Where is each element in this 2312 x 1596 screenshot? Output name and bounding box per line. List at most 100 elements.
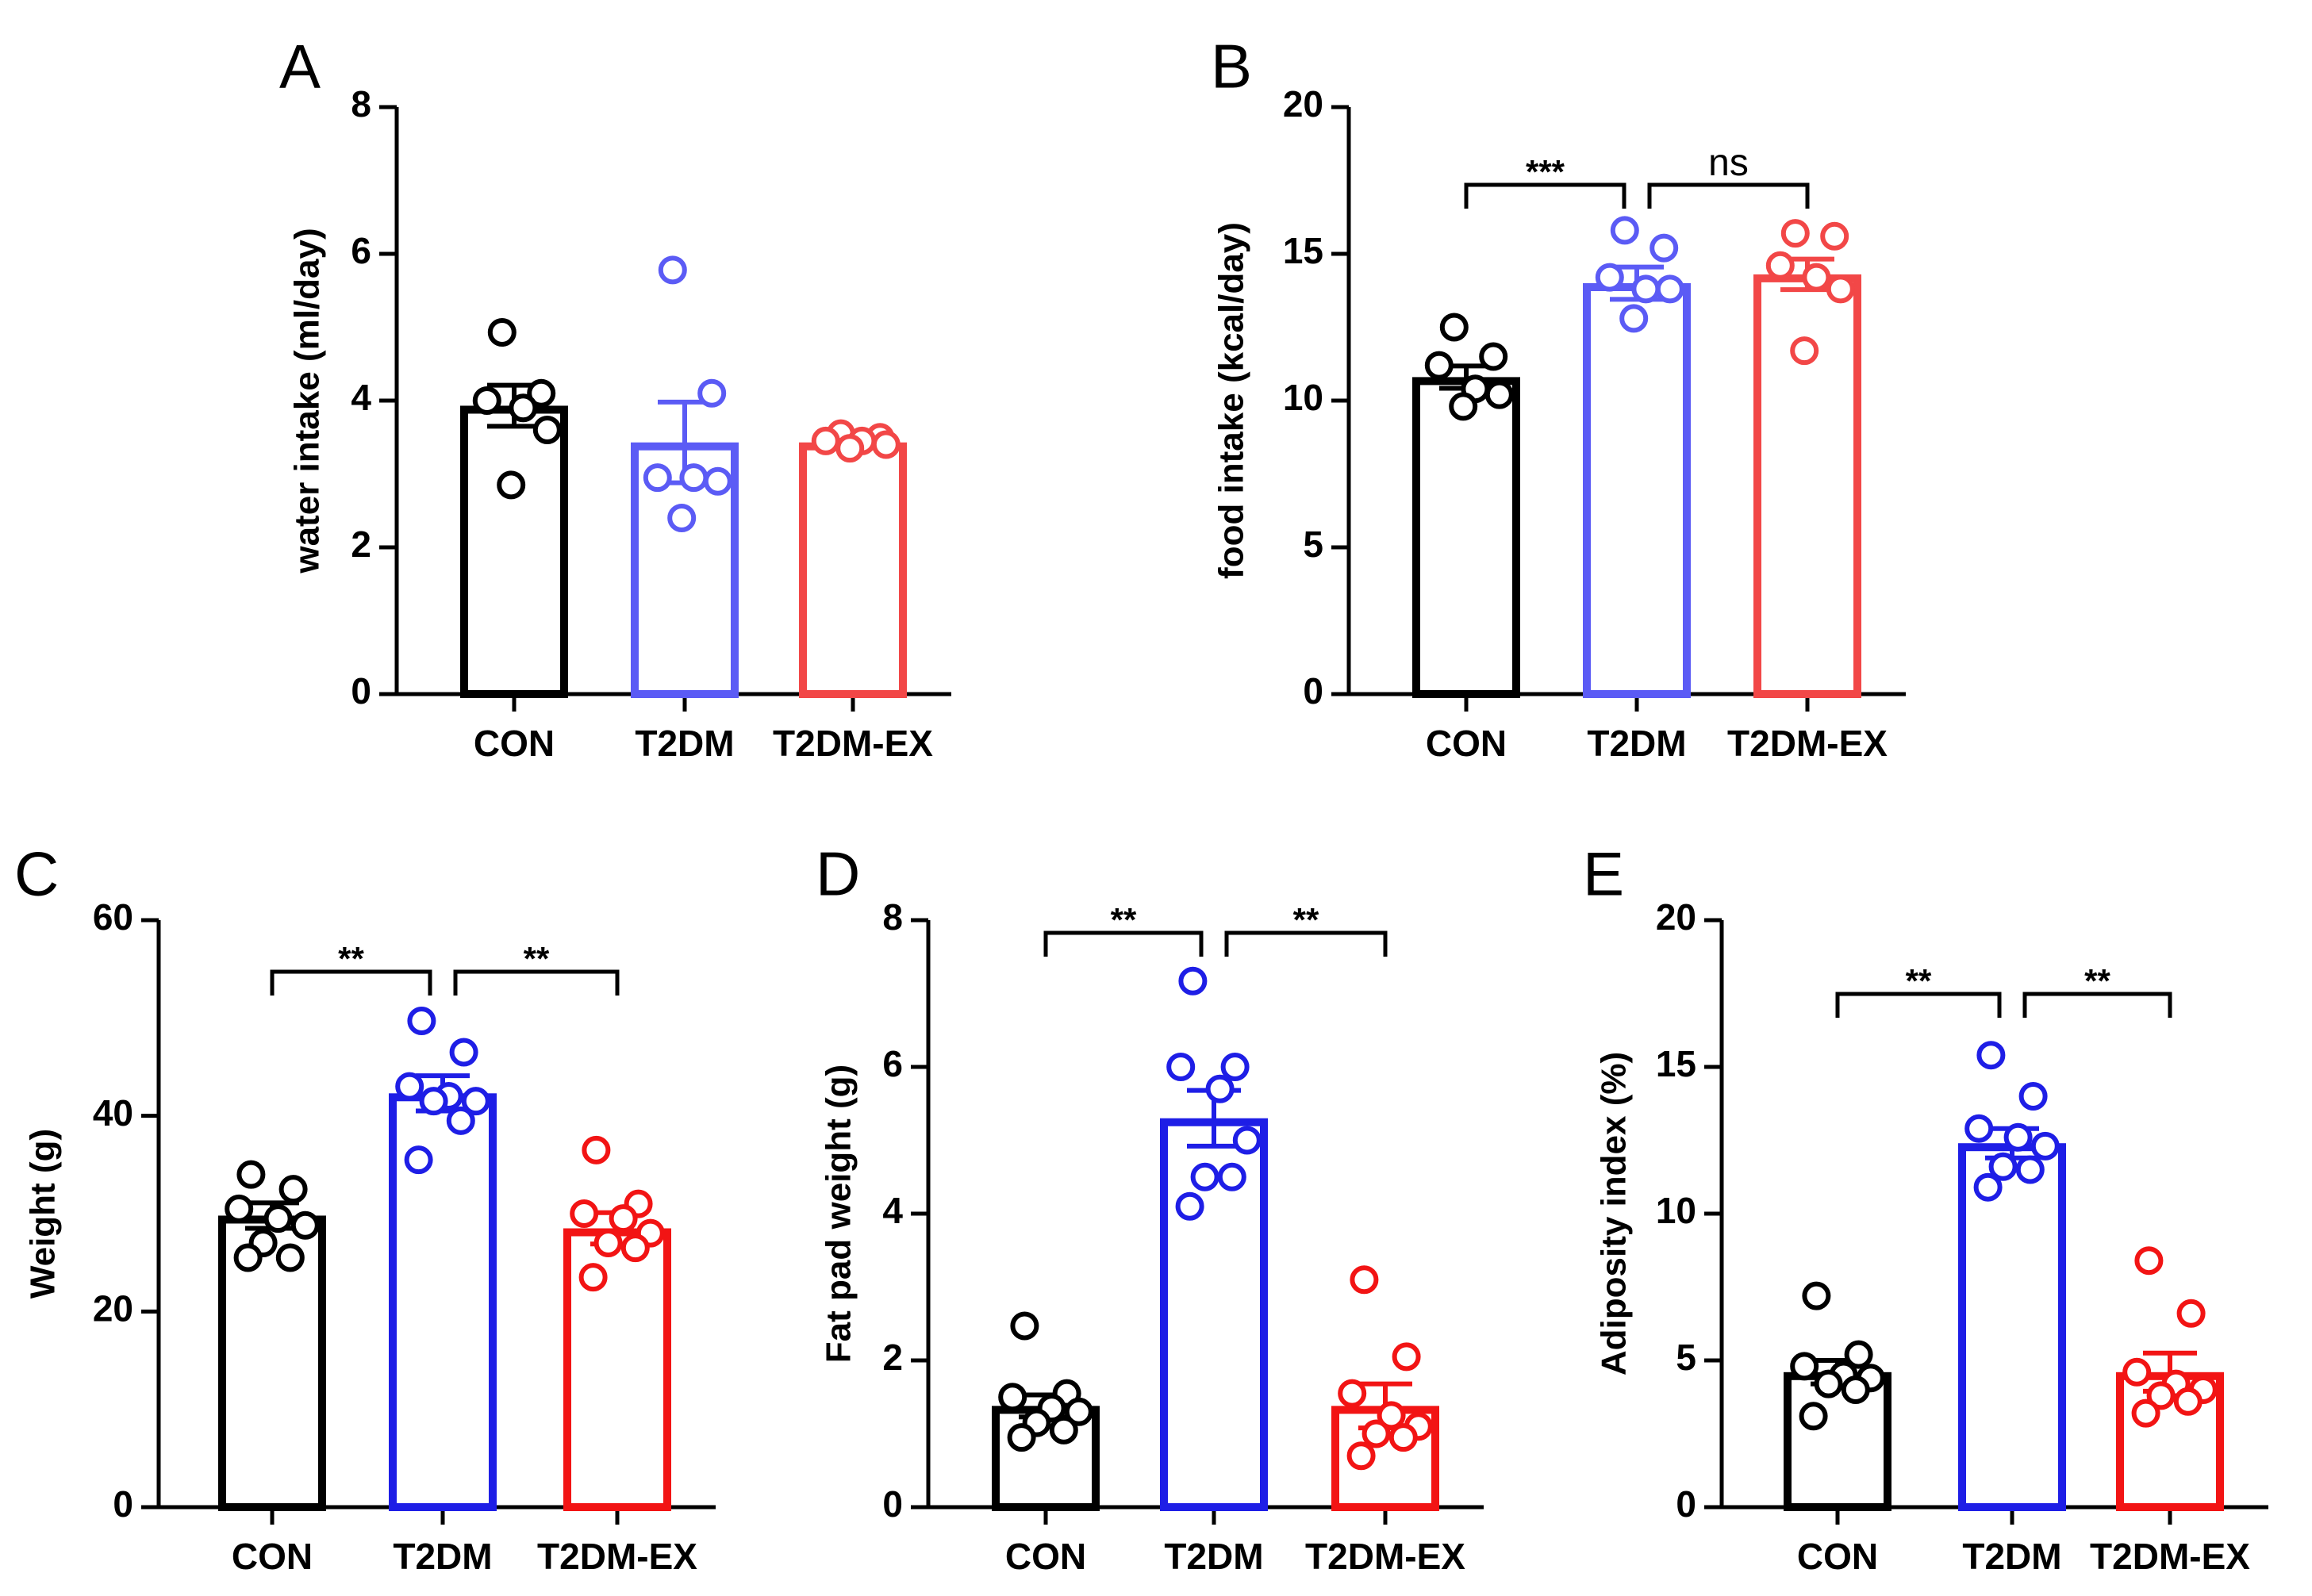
data-point-t2dm-ex — [2146, 1381, 2176, 1410]
panel-letter: C — [14, 839, 59, 909]
data-point-con — [1799, 1402, 1828, 1431]
data-point-t2dm-ex — [1361, 1419, 1391, 1448]
y-tick-label: 6 — [882, 1043, 903, 1084]
data-point-con — [1449, 392, 1478, 421]
data-point-t2dm — [703, 466, 732, 496]
data-point-t2dm — [1973, 1172, 2003, 1202]
panel-e: E 0 5 10 15 20 Adiposity index (%) CON T2DM T2DM-… — [1583, 839, 2268, 1577]
significance-bracket — [1835, 992, 2002, 1018]
y-tick-label: 5 — [1676, 1337, 1696, 1378]
data-point-con — [236, 1160, 266, 1189]
data-point-t2dm — [1650, 233, 1679, 263]
data-point-con — [487, 317, 517, 347]
y-tick-label: 60 — [93, 896, 133, 938]
x-tick-label: T2DM — [1587, 723, 1686, 764]
data-point-con — [263, 1204, 293, 1233]
data-point-t2dm — [449, 1038, 478, 1067]
data-point-t2dm — [1190, 1162, 1219, 1191]
data-point-t2dm-ex — [1780, 219, 1810, 248]
y-tick-label: 2 — [882, 1337, 903, 1378]
y-tick-label: 10 — [1656, 1190, 1696, 1231]
significance-label: ** — [1906, 962, 1932, 999]
data-point-t2dm — [1976, 1041, 2006, 1070]
data-point-t2dm-ex — [570, 1199, 599, 1228]
data-point-con — [509, 393, 538, 423]
y-tick-label: 8 — [351, 83, 371, 125]
data-point-t2dm-ex — [620, 1233, 650, 1263]
data-point-t2dm-ex — [1346, 1441, 1376, 1471]
x-tick-label: T2DM-EX — [773, 723, 933, 764]
data-point-con — [1010, 1311, 1039, 1341]
data-point-t2dm-ex — [2134, 1246, 2164, 1276]
data-point-con — [1007, 1423, 1036, 1452]
y-tick-label: 0 — [1676, 1483, 1696, 1525]
x-tick-label: T2DM — [393, 1536, 492, 1577]
data-point-t2dm-ex — [578, 1263, 608, 1292]
data-point-t2dm — [1178, 966, 1208, 996]
significance-bracket — [453, 969, 620, 996]
x-tick-label: CON — [1426, 723, 1507, 764]
y-tick-label: 0 — [113, 1483, 133, 1525]
data-point-t2dm-ex — [811, 426, 840, 455]
significance-bracket — [1224, 930, 1388, 957]
data-point-t2dm — [419, 1087, 448, 1116]
data-point-t2dm-ex — [2122, 1357, 2152, 1387]
data-point-t2dm — [667, 504, 697, 532]
data-point-t2dm-ex — [1820, 221, 1849, 251]
x-tick-label: CON — [474, 723, 555, 764]
x-tick-label: CON — [1797, 1536, 1878, 1577]
data-point-t2dm — [658, 255, 687, 285]
significance-label: ** — [1293, 901, 1319, 938]
y-axis-title: Weight (g) — [24, 1129, 63, 1299]
data-point-con — [532, 416, 562, 444]
significance-label: *** — [1526, 153, 1565, 190]
x-tick-label: T2DM-EX — [2090, 1536, 2250, 1577]
y-tick-label: 10 — [1283, 377, 1323, 418]
x-tick-label: CON — [232, 1536, 313, 1577]
y-tick-label: 15 — [1656, 1043, 1696, 1084]
data-point-con — [233, 1243, 263, 1272]
data-point-t2dm — [1205, 1074, 1235, 1103]
data-point-t2dm — [2018, 1082, 2048, 1111]
data-point-t2dm-ex — [1392, 1342, 1421, 1372]
panel-letter: D — [816, 839, 860, 909]
data-point-t2dm-ex — [1765, 251, 1795, 280]
x-tick-label: T2DM-EX — [1305, 1536, 1465, 1577]
data-point-con — [290, 1210, 320, 1240]
data-point-t2dm — [643, 463, 672, 493]
data-point-t2dm — [407, 1007, 436, 1036]
data-point-t2dm — [2015, 1155, 2045, 1184]
data-point-con — [527, 378, 556, 408]
data-point-t2dm — [395, 1072, 424, 1101]
data-point-t2dm — [2030, 1131, 2060, 1161]
data-point-t2dm-ex — [582, 1135, 611, 1164]
data-point-t2dm-ex — [1826, 274, 1855, 304]
data-point-t2dm — [1217, 1162, 1246, 1191]
data-point-con — [1790, 1352, 1819, 1381]
significance-label: ns — [1708, 142, 1749, 184]
x-tick-label: T2DM — [1164, 1536, 1263, 1577]
panel-b: B 0 5 10 15 20 food intake (kcal/day) CON T2DM T2… — [1211, 32, 1906, 764]
significance-bracket — [2022, 992, 2172, 1018]
data-point-t2dm-ex — [1338, 1379, 1367, 1408]
y-tick-label: 20 — [1283, 83, 1323, 125]
y-tick-label: 20 — [1656, 896, 1696, 938]
data-point-con — [1479, 342, 1508, 371]
panel-a: A 0 2 4 6 8 water intake (ml/day) CON T2DM T2DM-E… — [279, 32, 951, 764]
data-point-t2dm — [1220, 1053, 1250, 1081]
data-point-t2dm — [1595, 263, 1624, 292]
x-tick-label: CON — [1005, 1536, 1086, 1577]
data-point-t2dm-ex — [1377, 1401, 1406, 1430]
data-point-t2dm-ex — [1350, 1265, 1379, 1295]
significance-label: ** — [338, 940, 364, 977]
data-point-t2dm — [1964, 1114, 1994, 1143]
y-axis-title: Adiposity index (%) — [1595, 1052, 1634, 1375]
x-tick-label: T2DM-EX — [1727, 723, 1888, 764]
data-point-t2dm — [461, 1087, 490, 1116]
data-point-t2dm — [679, 463, 709, 493]
y-tick-label: 4 — [882, 1190, 903, 1231]
data-point-con — [225, 1194, 254, 1223]
y-tick-label: 0 — [351, 670, 371, 712]
